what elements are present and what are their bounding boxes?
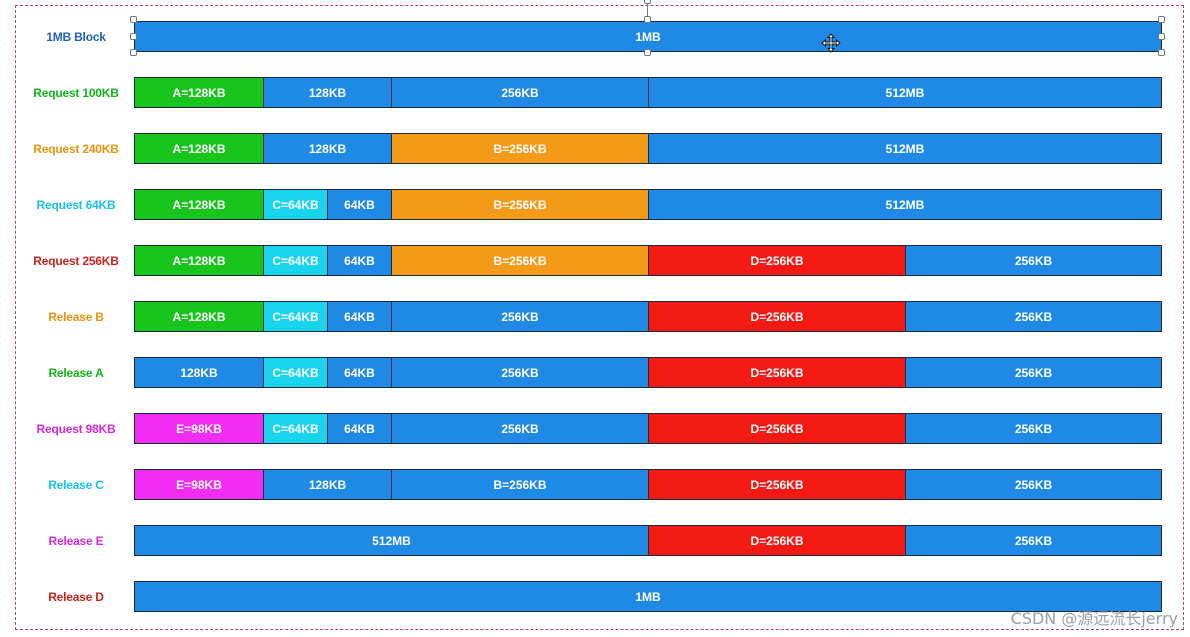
memory-block-free: 512MB <box>134 525 649 556</box>
row-label: 1MB Block <box>46 30 106 44</box>
diagram-frame <box>15 5 1184 630</box>
memory-block-e: E=98KB <box>134 469 264 500</box>
resize-handle-top-left[interactable] <box>130 16 137 23</box>
memory-block-free: 64KB <box>327 245 392 276</box>
memory-block-free: 256KB <box>391 357 649 388</box>
memory-block-c: C=64KB <box>263 301 328 332</box>
csdn-watermark: CSDN @源远流长jerry <box>1010 609 1178 628</box>
memory-block-free: 512MB <box>648 189 1162 220</box>
memory-bar: A=128KB C=64KB 64KB 256KB D=256KB 256KB <box>134 301 1162 332</box>
row-label: Request 64KB <box>36 198 116 212</box>
resize-handle-right[interactable] <box>1158 33 1165 40</box>
memory-bar: 512MB D=256KB 256KB <box>134 525 1162 556</box>
memory-block-d: D=256KB <box>648 525 906 556</box>
memory-block-c: C=64KB <box>263 357 328 388</box>
memory-bar: E=98KB 128KB B=256KB D=256KB 256KB <box>134 469 1162 500</box>
memory-block-d: D=256KB <box>648 469 906 500</box>
resize-handle-top-right[interactable] <box>1158 16 1165 23</box>
row-label: Request 240KB <box>33 142 119 156</box>
memory-block-free: 512MB <box>648 77 1162 108</box>
memory-block-a: A=128KB <box>134 189 264 220</box>
memory-block-free: 256KB <box>905 525 1162 556</box>
memory-block-free: B=256KB <box>391 469 649 500</box>
resize-handle-bottom-right[interactable] <box>1158 49 1165 56</box>
memory-block-free: 128KB <box>263 133 392 164</box>
memory-block-free: 1MB <box>134 581 1162 612</box>
memory-block-c: C=64KB <box>263 245 328 276</box>
memory-block-b: B=256KB <box>391 189 649 220</box>
memory-block-b: B=256KB <box>391 133 649 164</box>
memory-bar: E=98KB C=64KB 64KB 256KB D=256KB 256KB <box>134 413 1162 444</box>
memory-block-free: 256KB <box>905 245 1162 276</box>
memory-block-free: 64KB <box>327 413 392 444</box>
memory-block-free: 256KB <box>391 301 649 332</box>
memory-block-a: A=128KB <box>134 301 264 332</box>
memory-bar: A=128KB 128KB B=256KB 512MB <box>134 133 1162 164</box>
memory-block-free: 128KB <box>134 357 264 388</box>
memory-block-d: D=256KB <box>648 245 906 276</box>
memory-bar: 128KB C=64KB 64KB 256KB D=256KB 256KB <box>134 357 1162 388</box>
memory-block-d: D=256KB <box>648 413 906 444</box>
memory-bar: A=128KB C=64KB 64KB B=256KB 512MB <box>134 189 1162 220</box>
row-label: Request 256KB <box>33 254 119 268</box>
row-label: Request 98KB <box>36 422 116 436</box>
memory-block-c: C=64KB <box>263 189 328 220</box>
memory-block-c: C=64KB <box>263 413 328 444</box>
memory-block-free: 256KB <box>391 77 649 108</box>
row-label: Release D <box>48 590 104 604</box>
rotation-handle[interactable] <box>644 0 651 4</box>
memory-block-b: B=256KB <box>391 245 649 276</box>
memory-block-a: A=128KB <box>134 133 264 164</box>
row-label: Request 100KB <box>33 86 119 100</box>
memory-bar: A=128KB 128KB 256KB 512MB <box>134 77 1162 108</box>
memory-block-d: D=256KB <box>648 357 906 388</box>
memory-bar[interactable]: 1MB <box>134 21 1162 52</box>
resize-handle-top[interactable] <box>644 16 651 23</box>
memory-block-free: 64KB <box>327 301 392 332</box>
memory-block-free: 64KB <box>327 189 392 220</box>
memory-block-e: E=98KB <box>134 413 264 444</box>
memory-block-free: 128KB <box>263 77 392 108</box>
row-label: Release B <box>48 310 104 324</box>
memory-block-a: A=128KB <box>134 245 264 276</box>
memory-block-free: 64KB <box>327 357 392 388</box>
memory-bar: 1MB <box>134 581 1162 612</box>
memory-block-free: 256KB <box>905 413 1162 444</box>
row-label: Release A <box>48 366 104 380</box>
resize-handle-left[interactable] <box>130 33 137 40</box>
memory-block-free: 256KB <box>905 357 1162 388</box>
move-cursor-icon <box>821 33 841 53</box>
memory-block-free: 256KB <box>391 413 649 444</box>
memory-bar: A=128KB C=64KB 64KB B=256KB D=256KB 256KB <box>134 245 1162 276</box>
row-label: Release C <box>48 478 104 492</box>
rotation-handle-line <box>647 0 648 16</box>
resize-handle-bottom-left[interactable] <box>130 49 137 56</box>
memory-block-free: 256KB <box>905 469 1162 500</box>
memory-block-free: 512MB <box>648 133 1162 164</box>
memory-block-free: 256KB <box>905 301 1162 332</box>
resize-handle-bottom[interactable] <box>644 49 651 56</box>
memory-block-d: D=256KB <box>648 301 906 332</box>
memory-block-free: 1MB <box>134 21 1162 52</box>
memory-block-free: 128KB <box>263 469 392 500</box>
memory-block-a: A=128KB <box>134 77 264 108</box>
row-label: Release E <box>48 534 104 548</box>
